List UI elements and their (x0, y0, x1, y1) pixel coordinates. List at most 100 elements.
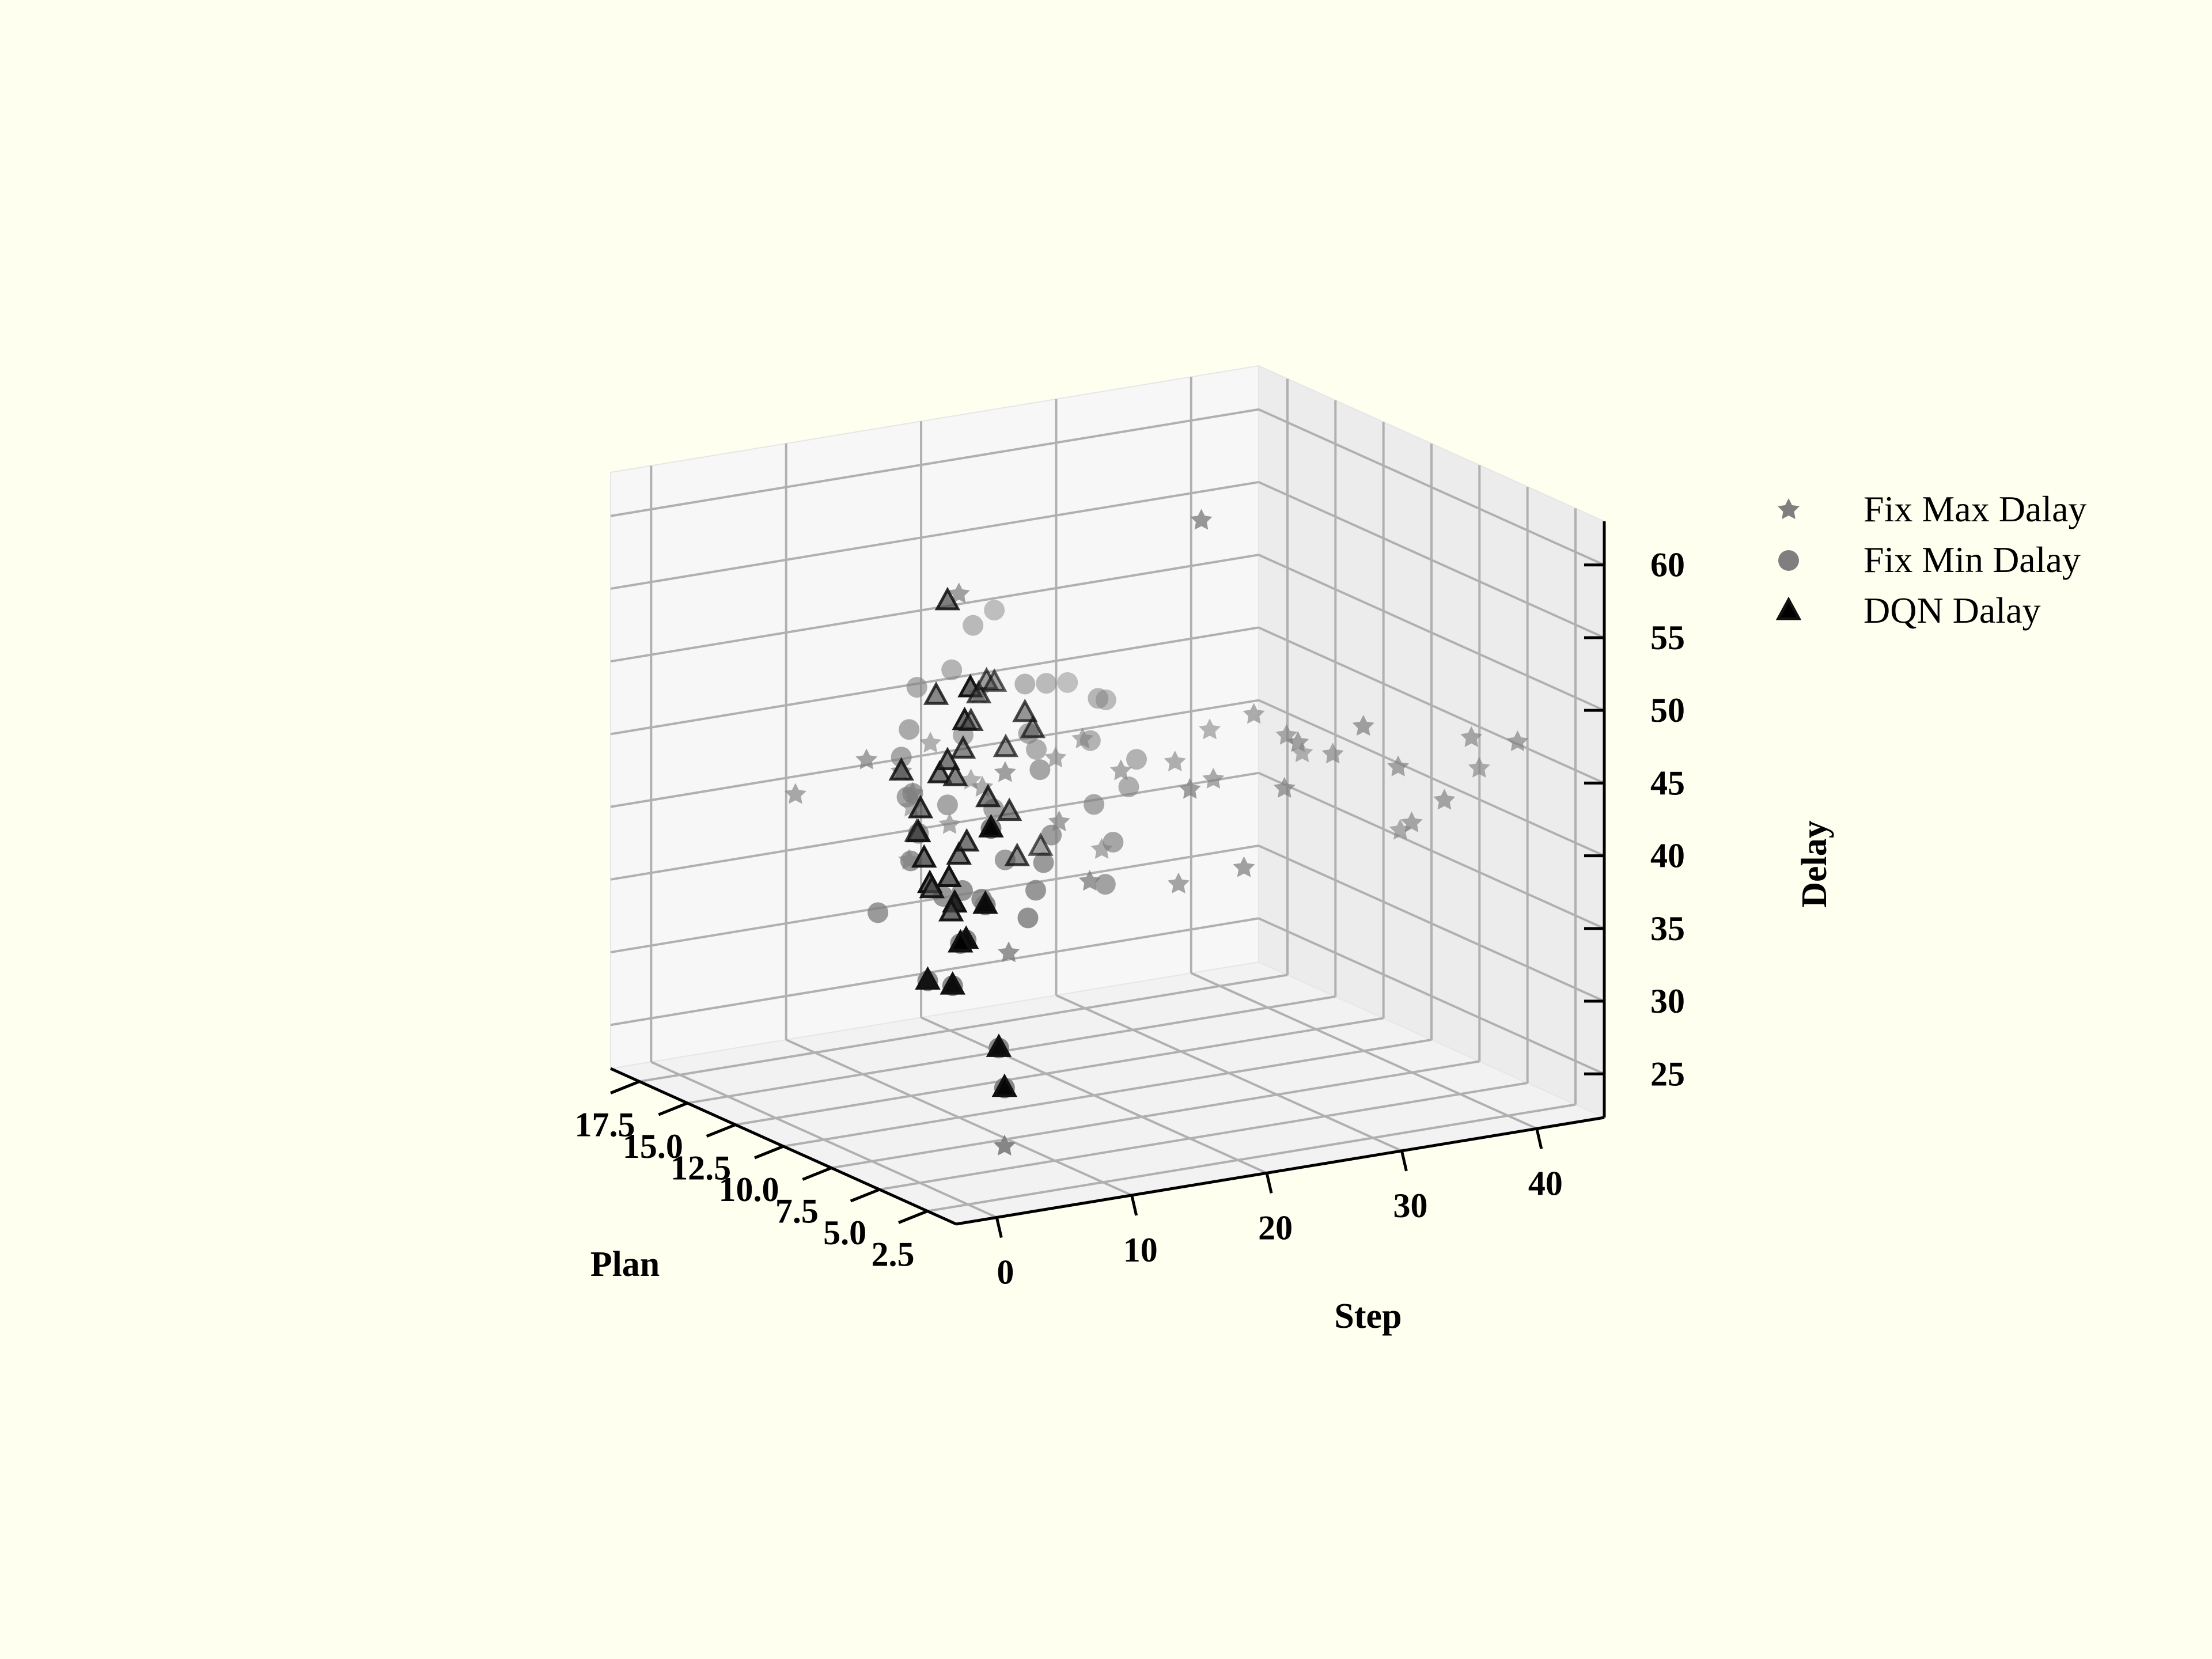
data-point (896, 786, 918, 808)
grid-z-right-wall (1258, 408, 1605, 566)
data-point (1126, 749, 1147, 770)
z-tick-label: 55 (1650, 619, 1685, 657)
grid-z-left-wall (610, 771, 1259, 881)
y-tick (1265, 1172, 1273, 1194)
grid-z-right-wall (1258, 844, 1605, 1002)
grid-y-floor (1190, 972, 1537, 1130)
data-point (899, 719, 920, 740)
grid-z-left-wall (610, 699, 1259, 808)
grid-z-left-wall (610, 626, 1259, 736)
y-tick-label: 30 (1393, 1187, 1427, 1225)
y-tick (995, 1217, 1003, 1238)
x-axis-title: Plan (590, 1245, 660, 1284)
legend-label: DQN Dalay (1863, 590, 2040, 631)
grid-x-floor (879, 1082, 1528, 1191)
grid-z-left-wall (610, 480, 1259, 590)
axis-panes (608, 365, 1607, 1225)
z-tick-label: 45 (1650, 764, 1685, 802)
y-tick (1535, 1128, 1543, 1149)
y-tick-label: 20 (1258, 1209, 1293, 1247)
z-tick-label: 25 (1650, 1055, 1685, 1093)
legend-label: Fix Max Dalay (1863, 488, 2087, 529)
data-point (1095, 689, 1116, 710)
y-tick-label: 0 (997, 1253, 1014, 1291)
z-tick-label: 30 (1650, 982, 1685, 1020)
data-point (1118, 777, 1139, 798)
y-axis-line (956, 1116, 1605, 1226)
z-axis-title: Delay (1795, 820, 1834, 908)
grid-z-left-wall (610, 554, 1259, 663)
y-tick-label: 10 (1123, 1231, 1158, 1269)
grid-lines (610, 377, 1605, 1219)
data-point (1103, 831, 1124, 853)
legend-label: Fix Min Dalay (1863, 539, 2081, 580)
y-tick-label: 40 (1528, 1164, 1563, 1202)
x-tick-label: 7.5 (775, 1192, 819, 1230)
data-point (906, 677, 927, 698)
legend: Fix Max Dalay Fix Min Dalay DQN Dalay (1778, 488, 2087, 631)
data-point (1029, 759, 1051, 781)
data-point (1014, 673, 1036, 695)
grid-x-floor (783, 1039, 1432, 1147)
x-tick (610, 1080, 640, 1094)
data-point (1057, 672, 1078, 693)
grid-y-floor (921, 1016, 1267, 1175)
legend-marker (1777, 498, 1800, 520)
data-point (984, 600, 1005, 621)
grid-z-right-wall (1258, 481, 1605, 639)
grid-x-floor (735, 1017, 1384, 1126)
data-point (1033, 852, 1054, 873)
data-point (891, 747, 912, 768)
data-point (1084, 794, 1105, 815)
grid-y-floor (785, 1039, 1132, 1196)
z-tick-label: 35 (1650, 910, 1685, 948)
data-point (1017, 907, 1039, 929)
x-tick-label: 17.5 (575, 1106, 635, 1144)
data-point (868, 902, 889, 923)
z-tick-label: 50 (1650, 691, 1685, 729)
grid-z-left-wall (610, 408, 1259, 517)
y-tick (1400, 1150, 1408, 1172)
legend-marker (1778, 600, 1799, 619)
x-tick (802, 1166, 832, 1181)
x-tick-label: 12.5 (671, 1149, 731, 1187)
data-point (1036, 673, 1057, 694)
y-axis-title: Step (1334, 1297, 1402, 1336)
x-tick (898, 1210, 928, 1224)
x-tick-label: 2.5 (872, 1236, 915, 1274)
data-points (784, 509, 1529, 1156)
grid-z-right-wall (1258, 699, 1605, 857)
data-point (1026, 738, 1047, 760)
y-tick (1130, 1195, 1138, 1216)
grid-z-right-wall (1258, 772, 1605, 930)
x-tick-label: 5.0 (823, 1214, 866, 1252)
x-tick (706, 1123, 736, 1138)
grid-x-floor (687, 995, 1336, 1104)
grid-z-right-wall (1258, 917, 1605, 1075)
data-point (937, 794, 958, 816)
grid-y-floor (650, 1060, 998, 1219)
axes: 2.55.07.510.012.515.017.5 0 10 20 30 40 25 30 35… (575, 521, 1834, 1336)
grid-y-floor (1055, 994, 1403, 1152)
x-tick-label: 10.0 (719, 1171, 779, 1209)
grid-z-left-wall (610, 917, 1259, 1027)
grid-x-floor (831, 1060, 1480, 1169)
data-point (941, 659, 963, 680)
grid-x-floor (927, 1103, 1576, 1213)
grid-z-right-wall (1258, 626, 1605, 785)
data-point (1080, 730, 1101, 751)
data-point (1025, 880, 1047, 901)
x-tick (754, 1145, 784, 1160)
x-tick (658, 1101, 688, 1116)
grid-z-right-wall (1258, 554, 1605, 711)
data-point (963, 615, 984, 636)
z-tick-label: 40 (1650, 837, 1685, 875)
z-tick-label: 60 (1650, 546, 1685, 584)
grid-x-floor (639, 974, 1288, 1083)
legend-marker (1778, 550, 1799, 571)
x-tick (850, 1188, 880, 1203)
x-tick-label: 15.0 (623, 1127, 683, 1165)
data-point (1041, 824, 1062, 846)
